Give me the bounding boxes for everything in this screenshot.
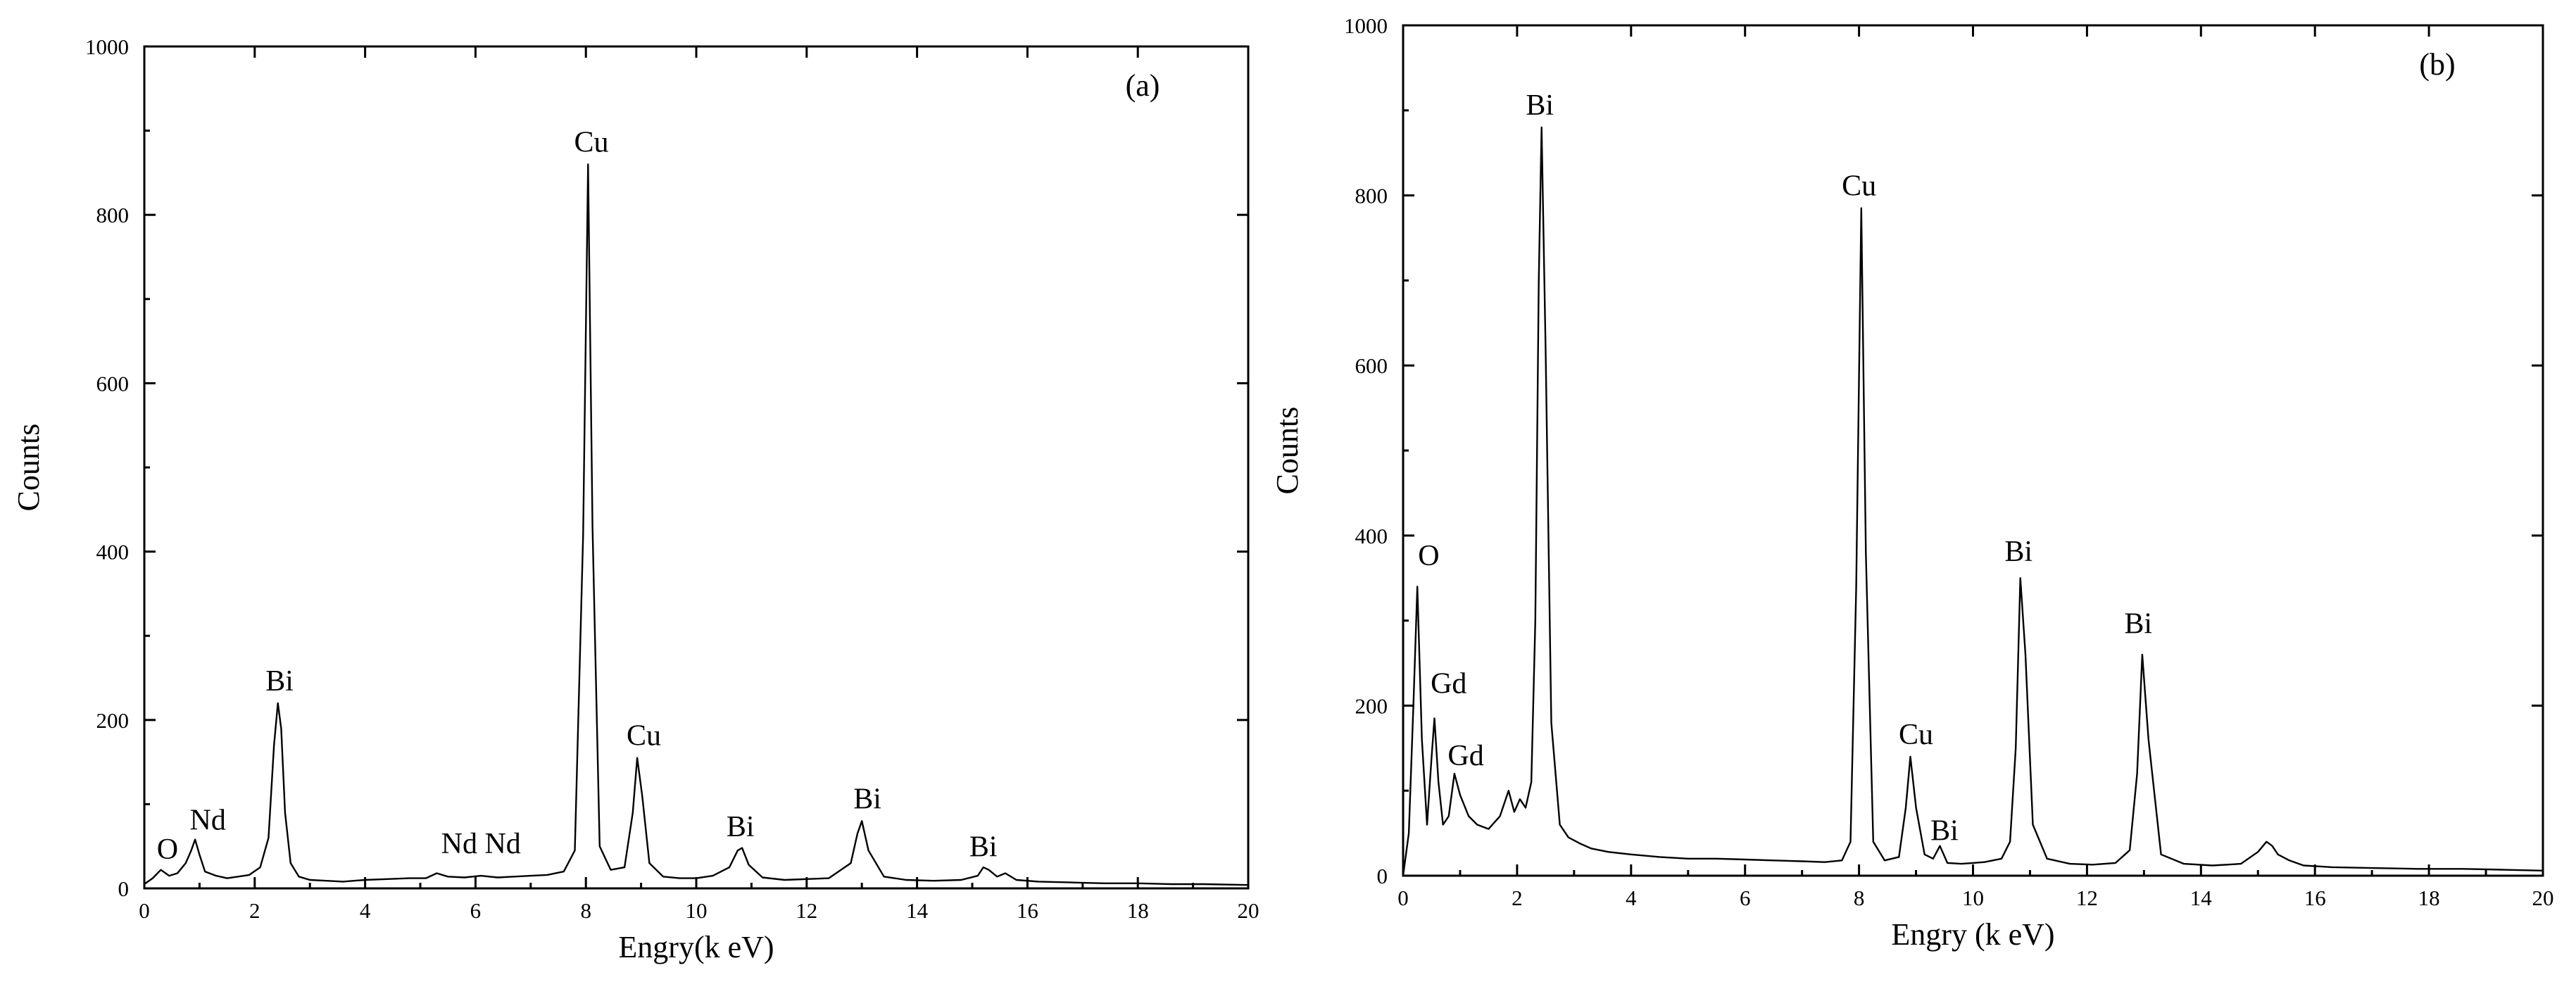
y-tick-label: 400 xyxy=(96,540,130,565)
x-tick-label: 10 xyxy=(1962,886,1984,910)
peak-label: Bi xyxy=(1930,814,1959,847)
x-tick-label: 10 xyxy=(686,898,708,923)
peak-label: Bi xyxy=(2124,608,2152,641)
x-tick-label: 18 xyxy=(2418,886,2440,910)
x-tick-label: 12 xyxy=(2076,886,2098,910)
y-tick-label: 200 xyxy=(1355,693,1388,718)
peak-label: Gd xyxy=(1447,740,1483,772)
peak-label: O xyxy=(1418,540,1439,572)
x-tick-label: 6 xyxy=(470,898,482,923)
x-tick-label: 20 xyxy=(1238,898,1259,923)
x-tick-label: 0 xyxy=(139,898,150,923)
peak-label: Bi xyxy=(853,783,881,815)
peak-label: Bi xyxy=(2004,536,2032,568)
spectrum-line xyxy=(144,163,1249,886)
y-tick-label: 1000 xyxy=(1344,13,1388,38)
y-tick-label: 200 xyxy=(96,708,130,733)
peak-label: Bi xyxy=(265,665,294,698)
x-tick-label: 4 xyxy=(360,898,371,923)
y-tick-label: 0 xyxy=(1377,864,1388,888)
peak-label: Nd Nd xyxy=(441,828,521,860)
x-tick-label: 8 xyxy=(580,898,591,923)
y-axis-label: Counts xyxy=(11,424,46,512)
peak-label: Nd xyxy=(189,804,225,836)
peak-label: Cu xyxy=(1899,719,1933,751)
x-tick-label: 16 xyxy=(2304,886,2326,910)
y-axis-label: Counts xyxy=(1270,407,1305,495)
x-tick-label: 14 xyxy=(906,898,929,923)
y-tick-label: 1000 xyxy=(85,34,129,59)
x-tick-label: 2 xyxy=(249,898,260,923)
x-tick-label: 18 xyxy=(1127,898,1149,923)
plot-frame xyxy=(143,45,1250,890)
panel-label: (b) xyxy=(2419,47,2455,82)
x-tick-label: 6 xyxy=(1740,886,1751,910)
y-tick-label: 400 xyxy=(1355,524,1388,548)
y-tick-label: 0 xyxy=(118,876,130,901)
plot-frame xyxy=(1402,24,2544,877)
x-tick-label: 4 xyxy=(1626,886,1637,910)
x-tick-label: 8 xyxy=(1854,886,1865,910)
x-tick-label: 16 xyxy=(1017,898,1038,923)
peak-label: Cu xyxy=(1842,170,1876,203)
x-tick-label: 2 xyxy=(1512,886,1523,910)
y-tick-label: 800 xyxy=(96,203,130,227)
y-tick-label: 800 xyxy=(1355,184,1388,208)
panel-label: (a) xyxy=(1126,68,1160,103)
peak-label: Gd xyxy=(1431,667,1466,700)
peak-label: Cu xyxy=(627,720,661,753)
x-tick-label: 14 xyxy=(2190,886,2213,910)
peak-label: Bi xyxy=(727,811,755,843)
x-axis-label: Engry (k eV) xyxy=(1891,917,2054,952)
peak-label: O xyxy=(157,833,178,866)
x-tick-label: 20 xyxy=(2532,886,2554,910)
chart-panel-a: 0 2 4 6 8 10 12 14 16 18 2002004006008001000Engry(… xyxy=(11,34,1259,964)
y-tick-label: 600 xyxy=(96,371,130,396)
spectrum-line xyxy=(1402,126,2544,876)
x-tick-label: 0 xyxy=(1397,886,1409,910)
peak-label: Bi xyxy=(1526,89,1554,122)
chart-panel-b: 0 2 4 6 8 10 12 14 16 18 2002004006008001000Engry … xyxy=(1270,13,2554,952)
x-tick-label: 12 xyxy=(796,898,817,923)
y-tick-label: 600 xyxy=(1355,353,1388,378)
peak-label: Bi xyxy=(969,831,998,864)
x-axis-label: Engry(k eV) xyxy=(618,930,774,964)
peak-label: Cu xyxy=(574,127,609,159)
